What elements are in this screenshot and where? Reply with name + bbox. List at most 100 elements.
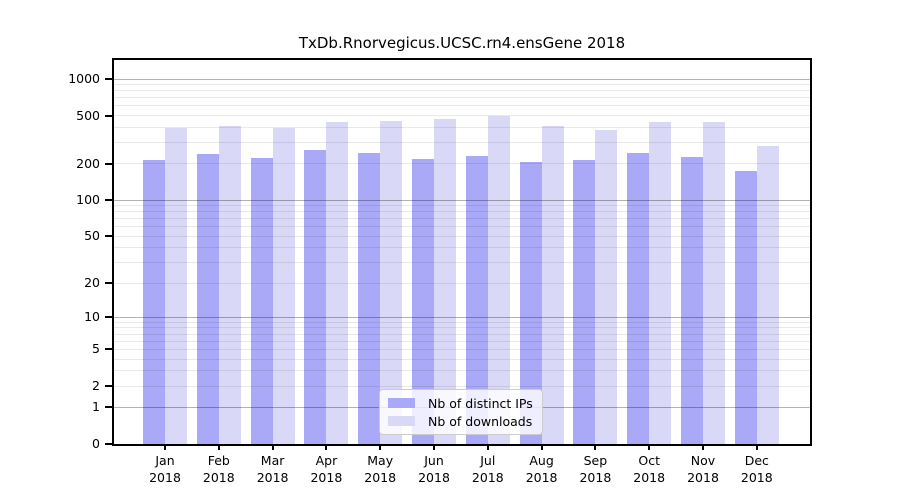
plot-area: Nb of distinct IPs Nb of downloads <box>112 58 812 446</box>
x-tick-year: 2018 <box>310 470 343 485</box>
y-tick-label-100: 100 <box>76 192 100 208</box>
gridline <box>114 333 810 335</box>
x-tick-label-dec: Dec 2018 <box>727 452 787 486</box>
bar-distinct-ips-jun <box>412 158 434 444</box>
bar-distinct-ips-jul <box>465 156 488 444</box>
x-tick-month: Oct <box>638 453 660 468</box>
gridline <box>114 316 810 318</box>
y-tick-label-5: 5 <box>92 341 100 357</box>
y-tick-label-2: 2 <box>92 378 100 393</box>
legend-item: Nb of downloads <box>388 412 534 430</box>
bar-downloads-may <box>380 120 403 444</box>
x-tick-label-aug: Aug 2018 <box>512 452 572 486</box>
gridline <box>114 262 810 264</box>
y-tick-label-500: 500 <box>76 107 100 123</box>
x-tick-label-feb: Feb 2018 <box>189 452 249 486</box>
bar-distinct-ips-jan <box>143 160 165 444</box>
x-tick-year: 2018 <box>256 470 289 485</box>
x-tick-year: 2018 <box>633 470 666 485</box>
bar-distinct-ips-may <box>358 152 381 444</box>
legend-label: Nb of downloads <box>428 413 533 429</box>
bar-downloads-aug <box>541 126 564 444</box>
x-tick-label-may: May 2018 <box>350 452 410 486</box>
gridline <box>114 205 810 207</box>
legend-swatch-downloads <box>388 416 415 426</box>
y-tick-mark <box>105 78 112 80</box>
gridline <box>114 385 810 387</box>
x-tick-label-jan: Jan 2018 <box>135 452 195 486</box>
gridline <box>114 163 810 165</box>
legend: Nb of distinct IPs Nb of downloads <box>379 389 543 435</box>
y-tick-label-1000: 1000 <box>68 71 100 86</box>
x-tick-year: 2018 <box>740 470 773 485</box>
bar-distinct-ips-nov <box>681 156 703 444</box>
bar-downloads-jun <box>434 118 456 444</box>
bar-distinct-ips-aug <box>519 161 542 444</box>
x-tick-mark <box>217 445 220 450</box>
legend-label: Nb of distinct IPs <box>428 395 533 411</box>
y-tick-label-200: 200 <box>76 155 100 171</box>
bar-downloads-jan <box>165 128 187 444</box>
gridline <box>114 90 810 92</box>
x-tick-mark <box>379 445 382 450</box>
x-tick-label-oct: Oct 2018 <box>619 452 679 486</box>
y-tick-mark <box>105 348 112 351</box>
gridline <box>114 105 810 107</box>
gridline <box>114 348 810 350</box>
y-tick-mark <box>105 316 112 319</box>
gridline <box>114 358 810 360</box>
x-tick-year: 2018 <box>364 470 397 485</box>
y-tick-mark <box>105 235 112 238</box>
bar-downloads-apr <box>326 121 349 444</box>
x-tick-label-jul: Jul 2018 <box>458 452 518 486</box>
y-tick-mark <box>105 406 112 409</box>
x-tick-month: Jan <box>155 453 175 468</box>
y-tick-mark <box>105 443 112 445</box>
x-tick-mark <box>755 445 758 450</box>
x-tick-month: Mar <box>260 453 285 468</box>
gridline <box>114 327 810 329</box>
x-tick-year: 2018 <box>525 470 558 485</box>
x-tick-label-jun: Jun 2018 <box>404 452 464 486</box>
x-tick-mark <box>325 445 328 450</box>
x-tick-month: Dec <box>744 453 769 468</box>
bar-distinct-ips-mar <box>250 158 273 444</box>
gridline <box>114 340 810 342</box>
legend-item: Nb of distinct IPs <box>388 394 534 412</box>
bar-distinct-ips-feb <box>196 154 219 444</box>
x-tick-label-nov: Nov 2018 <box>673 452 733 486</box>
x-tick-mark <box>486 445 489 450</box>
y-tick-mark <box>105 282 112 285</box>
y-tick-label-10: 10 <box>84 309 100 325</box>
bar-downloads-feb <box>218 125 241 444</box>
gridline <box>114 226 810 228</box>
x-tick-month: May <box>367 453 394 468</box>
y-tick-label-0: 0 <box>92 436 100 451</box>
gridline <box>114 282 810 284</box>
gridline <box>114 211 810 213</box>
gridline <box>114 370 810 372</box>
gridline <box>114 97 810 99</box>
x-tick-mark <box>594 445 597 450</box>
gridline <box>114 321 810 323</box>
bar-distinct-ips-apr <box>304 150 327 444</box>
x-tick-label-mar: Mar 2018 <box>243 452 303 486</box>
y-tick-mark <box>105 385 112 387</box>
x-tick-year: 2018 <box>202 470 235 485</box>
legend-swatch-distinct-ips <box>388 398 415 408</box>
bar-downloads-oct <box>649 121 672 444</box>
gridline <box>114 115 810 117</box>
x-tick-label-sep: Sep 2018 <box>565 452 625 486</box>
x-tick-month: Nov <box>690 453 716 468</box>
bar-downloads-mar <box>272 127 295 444</box>
y-tick-label-1: 1 <box>92 399 100 415</box>
bar-downloads-dec <box>756 146 779 444</box>
bar-downloads-sep <box>595 130 618 444</box>
x-tick-mark <box>702 445 704 450</box>
gridline <box>114 142 810 143</box>
x-tick-year: 2018 <box>579 470 612 485</box>
x-tick-mark <box>271 445 274 450</box>
x-tick-mark <box>164 445 166 450</box>
x-tick-month: Apr <box>315 453 338 468</box>
